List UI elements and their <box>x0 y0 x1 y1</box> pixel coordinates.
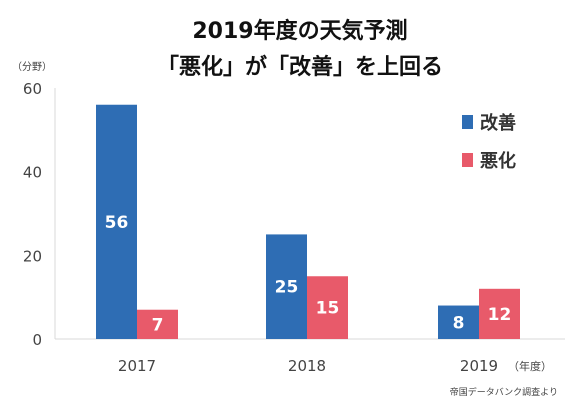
bar-improve-2019 <box>438 305 479 339</box>
y-tick-label: 0 <box>32 331 42 349</box>
data-label: 8 <box>453 313 465 333</box>
source-note: 帝国データバンク調査より <box>450 386 558 398</box>
bar-worsen-2019 <box>479 288 520 339</box>
bar-improve-2018 <box>266 234 307 339</box>
bars: 56 7 25 15 8 12 <box>96 104 520 339</box>
x-axis-unit: （年度） <box>508 359 552 373</box>
x-tick-label: 2018 <box>288 357 326 375</box>
y-tick-label: 40 <box>23 164 42 182</box>
x-tick-labels: 2017 2018 2019 <box>118 357 498 375</box>
y-tick-label: 20 <box>23 247 42 265</box>
data-label: 12 <box>488 305 512 325</box>
bar-worsen-2018 <box>307 276 348 339</box>
chart-subtitle: 「悪化」が「改善」を上回る <box>157 54 443 80</box>
legend-swatch-worsen <box>462 153 473 167</box>
y-axis-unit: （分野） <box>12 61 52 73</box>
data-label: 25 <box>275 278 299 298</box>
legend-label-worsen: 悪化 <box>480 150 516 172</box>
chart-title: 2019年度の天気予測 <box>192 18 407 44</box>
bar-worsen-2017 <box>137 309 178 339</box>
y-tick-label: 60 <box>23 80 42 98</box>
x-tick-label: 2017 <box>118 357 156 375</box>
legend-swatch-improve <box>462 115 473 129</box>
y-tick-labels: 0 20 40 60 <box>23 80 42 349</box>
data-label: 7 <box>152 315 164 335</box>
data-label: 56 <box>105 213 129 233</box>
data-label: 15 <box>316 299 340 319</box>
bar-improve-2017 <box>96 104 137 339</box>
x-tick-label: 2019 <box>460 357 498 375</box>
legend-label-improve: 改善 <box>480 112 516 134</box>
